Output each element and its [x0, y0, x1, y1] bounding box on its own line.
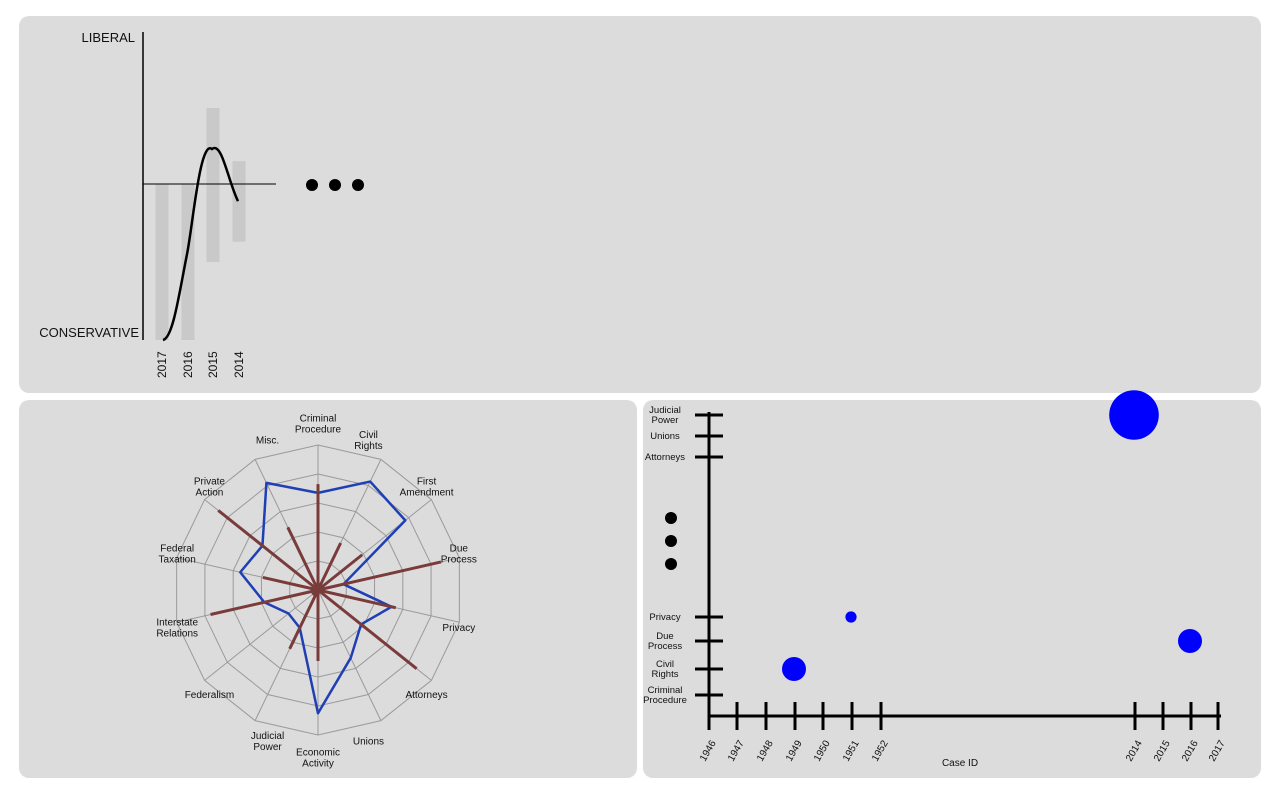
- year-label-2014: 2014: [232, 351, 246, 378]
- ideology-curve: [162, 146, 240, 342]
- year-label-2016: 2016: [181, 351, 195, 378]
- radar-series-red-spoke: [262, 575, 319, 592]
- x-axis-label: Case ID: [942, 758, 978, 769]
- x-tick-label-1952: 1952: [870, 738, 891, 763]
- x-tick-label-2017: 2017: [1207, 738, 1228, 763]
- radar-spoke: [204, 589, 319, 681]
- liberal-label: LIBERAL: [82, 30, 135, 45]
- radar-axis-label: Unions: [353, 736, 384, 747]
- radar-axis-label: Privacy: [442, 623, 475, 634]
- radar-axis-label: Civil Rights: [354, 430, 382, 452]
- ideology-bar-2016: [181, 184, 195, 340]
- x-tick-label-1950: 1950: [812, 738, 833, 763]
- x-tick-label-2016: 2016: [1180, 738, 1201, 763]
- radar-axis-label: Misc.: [256, 436, 279, 447]
- radar-axis-label: Economic Activity: [296, 748, 340, 770]
- radar-series-red-spoke: [317, 553, 364, 592]
- y-tick-label: Criminal Procedure: [643, 685, 687, 706]
- radar-series-red-spoke: [288, 589, 320, 650]
- radar-axis-label: Federal Taxation: [159, 543, 196, 565]
- bubble-2016: [1178, 629, 1202, 653]
- y-tick-label: Judicial Power: [649, 405, 681, 426]
- ellipsis-dot: [665, 535, 677, 547]
- ellipsis-dot: [329, 179, 341, 191]
- ellipsis-dot: [665, 512, 677, 524]
- y-tick-label: Unions: [650, 431, 680, 442]
- radar-series-red-spoke: [286, 526, 320, 591]
- ideology-chart: LIBERAL CONSERVATIVE 2017 2016 2015 2014: [39, 30, 364, 378]
- more-issues-icon: [665, 512, 677, 570]
- radar-series-blue: [238, 480, 407, 715]
- bubble-1949: [782, 657, 806, 681]
- radar-axis-label: Judicial Power: [251, 731, 284, 753]
- radar-axis-label: Federalism: [185, 690, 234, 701]
- radar-series-red-spoke: [317, 588, 418, 670]
- issue-radar-chart: Criminal Procedure Civil Rights First Amendme…: [156, 414, 477, 770]
- x-tick-label-1946: 1946: [698, 738, 719, 763]
- y-tick-label: Attorneys: [645, 452, 685, 463]
- x-tick-label-1951: 1951: [841, 738, 862, 763]
- radar-series-red-spoke: [317, 560, 442, 592]
- x-tick-label-2015: 2015: [1152, 738, 1173, 763]
- radar-series-red-spoke: [210, 588, 319, 616]
- y-tick-label: Civil Rights: [652, 659, 679, 680]
- ellipsis-dot: [306, 179, 318, 191]
- x-tick-label-2014: 2014: [1124, 738, 1145, 763]
- more-years-icon: [306, 179, 364, 191]
- radar-axis-label: Attorneys: [405, 690, 447, 701]
- y-tick-label: Due Process: [648, 631, 683, 652]
- case-scatter-chart: 1946 1947 1948 1949 1950 1951 1952 2014 2015 2016…: [643, 390, 1228, 769]
- radar-axis-label: Private Action: [194, 476, 226, 498]
- radar-axis-label: Due Process: [441, 543, 477, 565]
- year-label-2017: 2017: [155, 351, 169, 378]
- radar-series-red-spoke: [217, 509, 319, 592]
- radar-series-red-spoke: [316, 542, 343, 591]
- scatter-panel: 1946 1947 1948 1949 1950 1951 1952 2014 2015 2016…: [643, 390, 1261, 778]
- ellipsis-dot: [352, 179, 364, 191]
- ideology-panel: LIBERAL CONSERVATIVE 2017 2016 2015 2014: [19, 16, 1261, 393]
- radar-axis-label: Interstate Relations: [156, 618, 198, 640]
- radar-series-red-spoke: [317, 588, 397, 610]
- radar-spoke: [317, 589, 382, 721]
- ellipsis-dot: [665, 558, 677, 570]
- ideology-bar-2014: [232, 161, 246, 242]
- year-label-2015: 2015: [206, 351, 220, 378]
- bubble-1951: [845, 611, 857, 623]
- x-tick-label-1949: 1949: [784, 738, 805, 763]
- bubble-2014: [1109, 390, 1159, 440]
- ideology-bar-2015: [206, 108, 220, 262]
- y-tick-label: Privacy: [649, 612, 680, 623]
- radar-axis-label: Criminal Procedure: [295, 414, 342, 436]
- x-tick-label-1947: 1947: [726, 738, 747, 763]
- conservative-label: CONSERVATIVE: [39, 325, 139, 340]
- radar-panel: Criminal Procedure Civil Rights First Amendme…: [19, 400, 637, 778]
- x-tick-label-1948: 1948: [755, 738, 776, 763]
- radar-axis-label: First Amendment: [400, 476, 454, 498]
- ideology-bar-2017: [155, 184, 169, 340]
